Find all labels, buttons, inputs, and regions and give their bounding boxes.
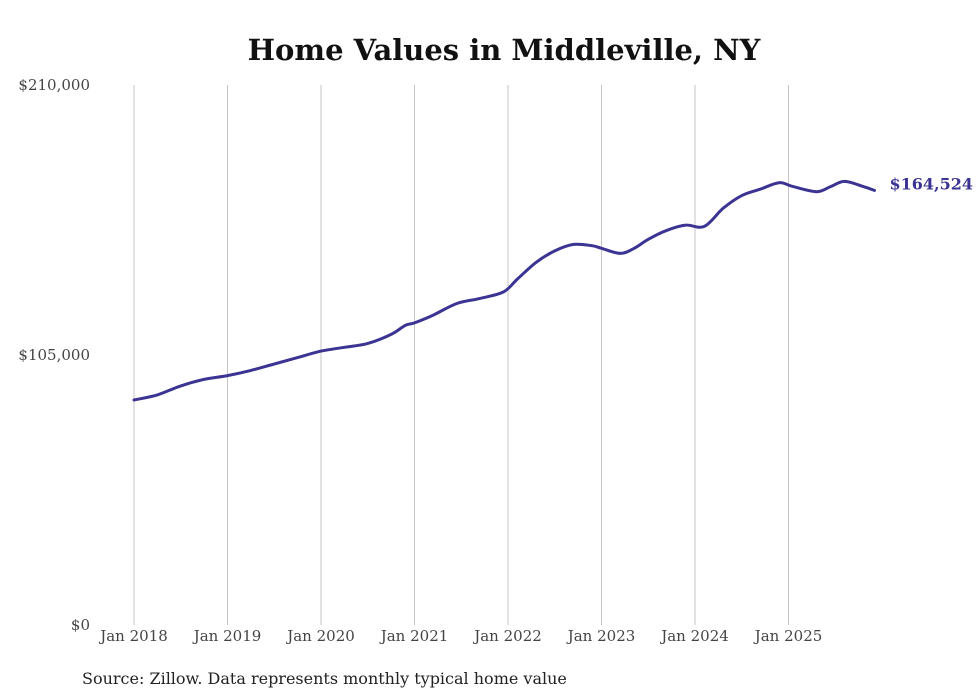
x-tick-label: Jan 2025 — [753, 627, 823, 645]
x-tick-label: Jan 2020 — [285, 627, 355, 645]
x-tick-label: Jan 2024 — [659, 627, 729, 645]
x-tick-label: Jan 2021 — [379, 627, 449, 645]
source-note: Source: Zillow. Data represents monthly … — [82, 669, 567, 688]
y-tick-label: $105,000 — [18, 346, 90, 364]
y-axis: $0 $105,000 $210,000 — [18, 76, 90, 634]
y-tick-label: $0 — [71, 616, 90, 634]
x-tick-label: Jan 2019 — [192, 627, 262, 645]
x-axis: Jan 2018 Jan 2019 Jan 2020 Jan 2021 Jan 2022… — [98, 627, 822, 645]
y-tick-label: $210,000 — [18, 76, 90, 94]
chart-title: Home Values in Middleville, NY — [248, 33, 761, 67]
series-line — [132, 179, 876, 402]
gridlines — [133, 85, 789, 625]
x-tick-label: Jan 2018 — [98, 627, 168, 645]
series-group: $164,524 — [132, 174, 974, 402]
end-value-label: $164,524 — [890, 174, 974, 193]
x-tick-label: Jan 2022 — [472, 627, 542, 645]
x-tick-label: Jan 2023 — [566, 627, 636, 645]
